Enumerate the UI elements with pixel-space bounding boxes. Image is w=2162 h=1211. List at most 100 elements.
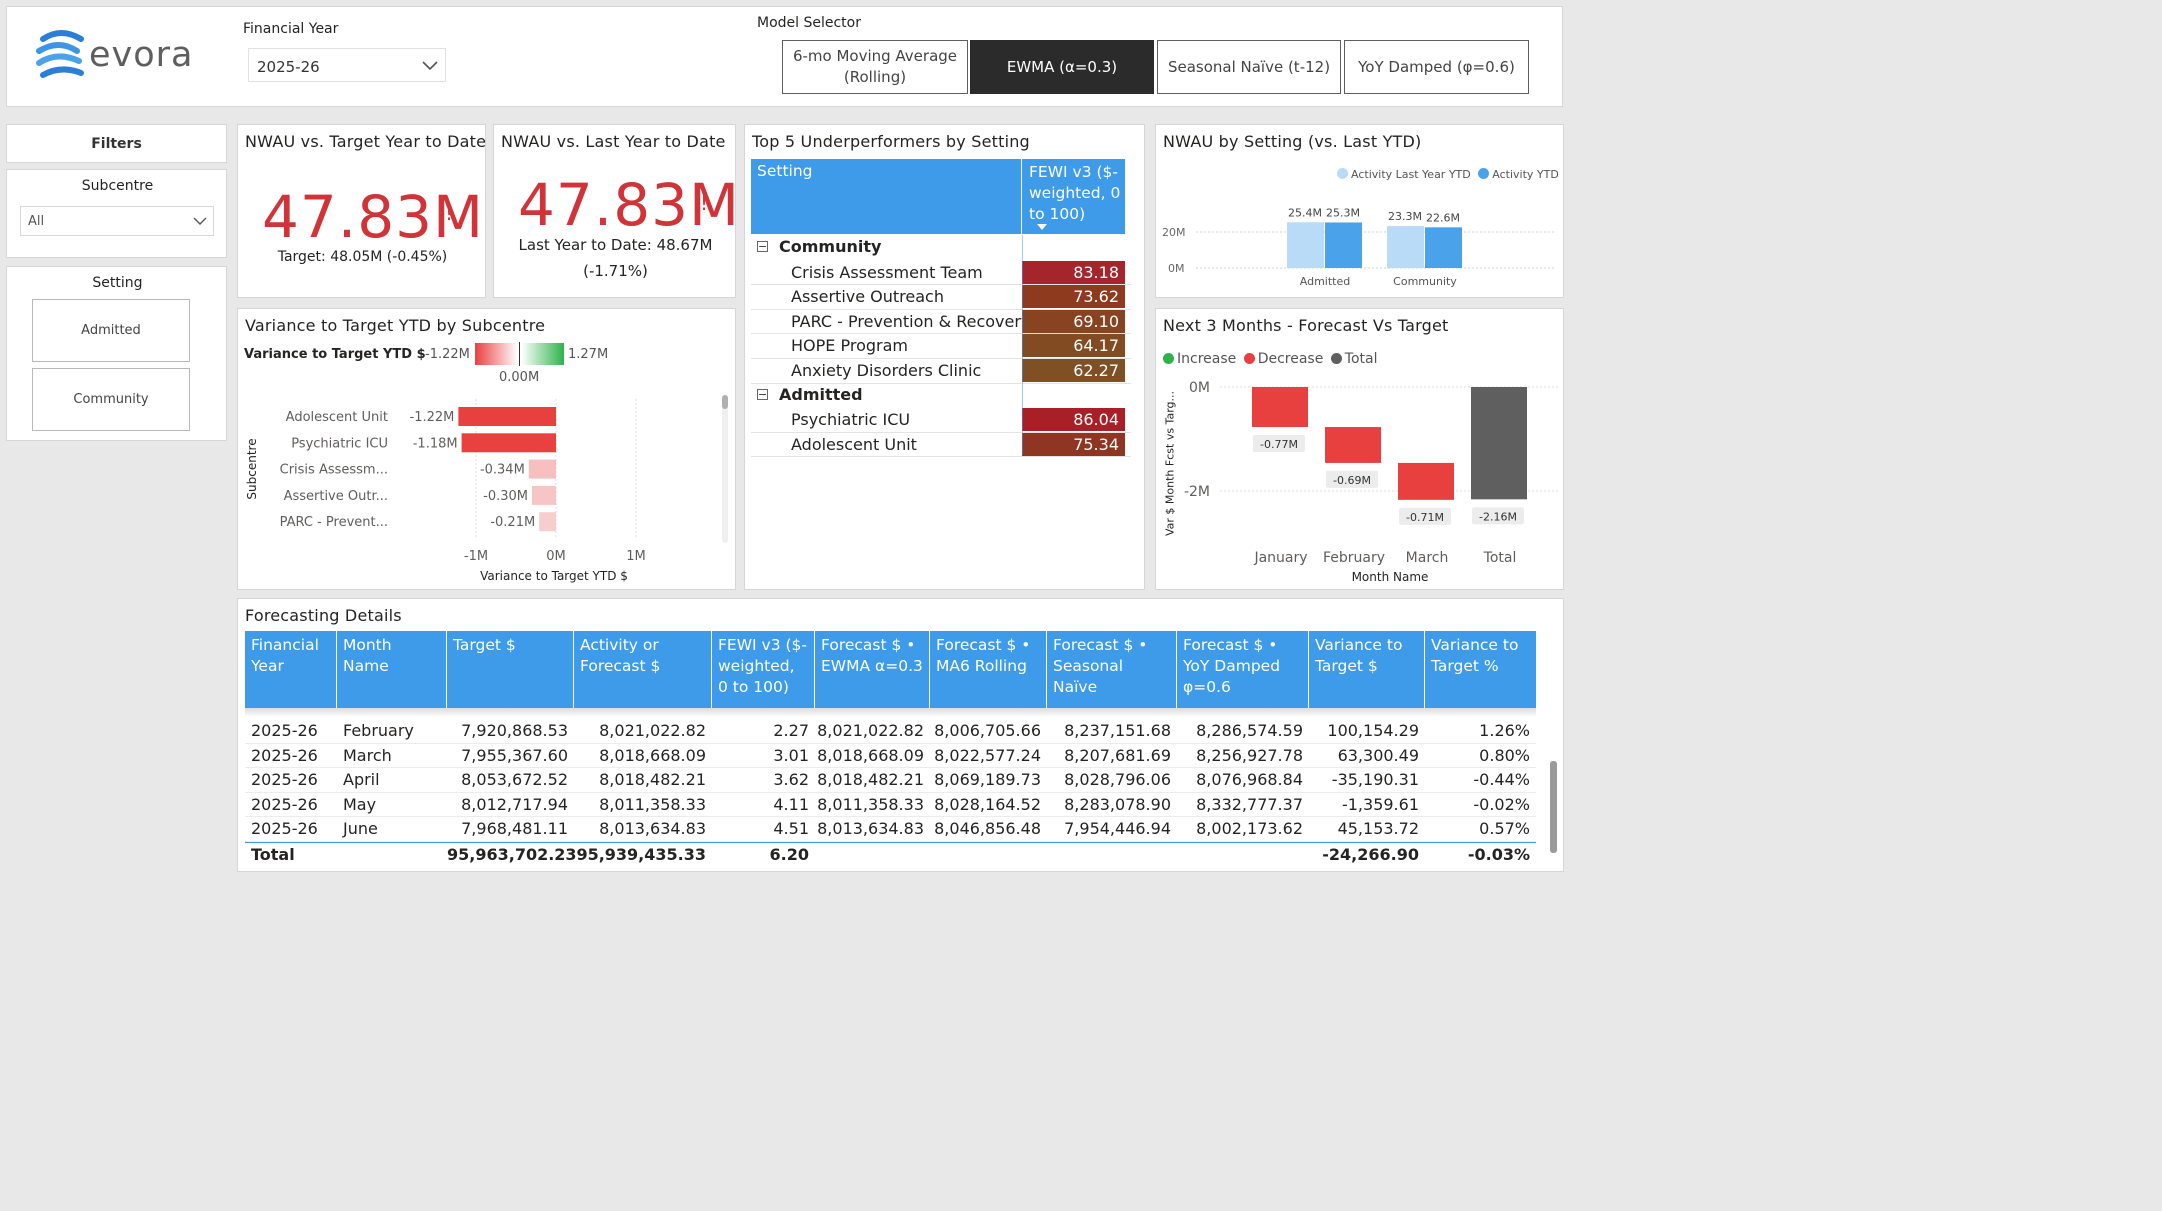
variance-scrollbar[interactable] bbox=[722, 395, 728, 543]
column-header[interactable]: Month Name bbox=[337, 631, 447, 708]
waterfall-bar[interactable] bbox=[1325, 427, 1381, 463]
model-button-seasonal-naive[interactable]: Seasonal Naïve (t-12) bbox=[1157, 40, 1341, 94]
data-label: 22.6M bbox=[1426, 211, 1460, 224]
variance-legend-mid: 0.00M bbox=[499, 370, 540, 385]
variance-bar[interactable] bbox=[458, 407, 556, 426]
matrix-row[interactable]: HOPE Program 64.17 bbox=[751, 334, 1131, 359]
table-cell: 8,046,856.48 bbox=[934, 819, 1041, 839]
nwau-bar[interactable] bbox=[1387, 226, 1424, 268]
variance-bar[interactable] bbox=[539, 512, 556, 532]
table-cell: 0.57% bbox=[1479, 819, 1530, 839]
column-header[interactable]: Forecast $ • Seasonal Naïve bbox=[1047, 631, 1177, 708]
model-button-label: YoY Damped (φ=0.6) bbox=[1358, 57, 1515, 76]
model-button-ma6[interactable]: 6-mo Moving Average (Rolling) bbox=[782, 40, 968, 94]
filters-header[interactable]: Filters bbox=[6, 124, 227, 163]
waterfall-bar[interactable] bbox=[1471, 387, 1527, 500]
variance-bar[interactable] bbox=[461, 433, 556, 453]
table-cell: February bbox=[343, 721, 414, 740]
matrix-group-label: Community bbox=[779, 237, 882, 256]
matrix-row-value: 73.62 bbox=[1022, 285, 1125, 309]
column-header[interactable]: Financial Year bbox=[245, 631, 337, 708]
setting-option-admitted[interactable]: Admitted bbox=[32, 299, 190, 362]
waterfall-bar[interactable] bbox=[1252, 387, 1308, 428]
matrix-group-community[interactable]: − Community bbox=[751, 236, 1131, 260]
table-total-row[interactable]: Total 95,963,702.23 95,939,435.33 6.20 -24,2… bbox=[245, 842, 1536, 867]
column-header[interactable]: Forecast $ • MA6 Rolling bbox=[930, 631, 1047, 708]
matrix-row[interactable]: Anxiety Disorders Clinic 62.27 bbox=[751, 359, 1131, 384]
model-button-ewma[interactable]: EWMA (α=0.3) bbox=[970, 40, 1154, 94]
waterfall-chart: 0M -2M -0.77M January -0.69M February -0.71M Ma… bbox=[1184, 380, 1558, 584]
model-button-label: Seasonal Naïve (t-12) bbox=[1167, 57, 1331, 76]
category-label: Admitted bbox=[1300, 275, 1350, 288]
table-cell: 3.62 bbox=[773, 770, 809, 790]
matrix-col-metric[interactable]: FEWI v3 ($-weighted, 0 to 100) bbox=[1029, 163, 1121, 223]
matrix-row[interactable]: Psychiatric ICU 86.04 bbox=[751, 408, 1131, 433]
variance-bar[interactable] bbox=[532, 485, 556, 505]
table-cell: 2025-26 bbox=[251, 745, 318, 765]
matrix-row[interactable]: Crisis Assessment Team 83.18 bbox=[751, 260, 1131, 286]
table-cell: 2025-26 bbox=[251, 819, 318, 839]
data-label: -0.69M bbox=[1333, 474, 1371, 487]
waterfall-legend: Increase Decrease Total bbox=[1163, 351, 1378, 367]
column-header[interactable]: FEWI v3 ($-weighted, 0 to 100) bbox=[712, 631, 815, 708]
setting-option-community[interactable]: Community bbox=[32, 368, 190, 431]
table-cell: 0.80% bbox=[1479, 745, 1530, 765]
table-cell: -0.02% bbox=[1473, 794, 1530, 814]
column-header[interactable]: Target $ bbox=[447, 631, 574, 708]
table-cell: 7,955,367.60 bbox=[461, 745, 568, 765]
column-header[interactable]: Forecast $ • YoY Damped φ=0.6 bbox=[1177, 631, 1309, 708]
table-cell: -35,190.31 bbox=[1331, 770, 1419, 790]
column-header[interactable]: Variance to Target $ bbox=[1309, 631, 1425, 708]
nwau-ytick-20m: 20M bbox=[1162, 226, 1186, 239]
column-header[interactable]: Forecast $ • EWMA α=0.3 bbox=[815, 631, 930, 708]
table-cell: 8,018,482.21 bbox=[599, 770, 706, 790]
table-cell: 8,018,668.09 bbox=[817, 745, 924, 765]
matrix-group-admitted[interactable]: − Admitted bbox=[751, 384, 1131, 408]
table-cell: 8,286,574.59 bbox=[1196, 721, 1303, 740]
table-row[interactable]: 2025-26 June 7,968,481.11 8,013,634.83 4.51 8… bbox=[245, 817, 1536, 842]
column-header[interactable]: Variance to Target % bbox=[1431, 636, 1519, 675]
table-cell: 8,076,968.84 bbox=[1196, 770, 1303, 790]
data-label: -0.71M bbox=[1406, 511, 1444, 524]
subcentre-slicer: Subcentre All bbox=[6, 169, 227, 258]
details-scrollbar[interactable] bbox=[1550, 761, 1557, 853]
nwau-setting-panel: NWAU by Setting (vs. Last YTD) Activity … bbox=[1155, 124, 1564, 298]
nwau-bar[interactable] bbox=[1425, 227, 1462, 268]
table-cell: 8,006,705.66 bbox=[934, 721, 1041, 740]
matrix-col-setting[interactable]: Setting bbox=[757, 162, 813, 180]
table-cell: 7,920,868.53 bbox=[461, 721, 568, 740]
table-cell: 8,022,577.24 bbox=[934, 745, 1041, 765]
kpi-card-last-year: NWAU vs. Last Year to Date 47.83M ! Last… bbox=[493, 124, 739, 298]
nwau-bar[interactable] bbox=[1325, 222, 1362, 268]
table-row[interactable]: 2025-26 March 7,955,367.60 8,018,668.09 3.01… bbox=[245, 744, 1536, 769]
model-button-yoy-damped[interactable]: YoY Damped (φ=0.6) bbox=[1344, 40, 1529, 94]
legend-item-decrease: Decrease bbox=[1243, 351, 1323, 367]
variance-scrollbar-thumb[interactable] bbox=[722, 395, 728, 409]
setting-option-label: Community bbox=[73, 392, 149, 407]
table-cell: 7,968,481.11 bbox=[461, 819, 568, 839]
waterfall-bar[interactable] bbox=[1398, 462, 1454, 500]
collapse-icon[interactable]: − bbox=[757, 387, 768, 401]
subcentre-dropdown[interactable]: All bbox=[20, 206, 214, 236]
table-row[interactable]: 2025-26 May 8,012,717.94 8,011,358.33 4.11 8,… bbox=[245, 793, 1536, 818]
table-cell: 2.27 bbox=[773, 721, 809, 740]
logo-icon bbox=[36, 30, 84, 78]
data-label: 25.4M bbox=[1288, 206, 1322, 219]
matrix-col-divider bbox=[1022, 235, 1023, 455]
table-cell: -1,359.61 bbox=[1341, 794, 1419, 814]
collapse-icon[interactable]: − bbox=[757, 240, 768, 253]
table-row[interactable]: 2025-26 February 7,920,868.53 8,021,022.82 2… bbox=[245, 719, 1536, 744]
data-label: 25.3M bbox=[1326, 206, 1360, 219]
variance-bar[interactable] bbox=[528, 459, 556, 479]
filters-title: Filters bbox=[91, 135, 142, 152]
column-header[interactable]: Activity or Forecast $ bbox=[574, 631, 712, 708]
table-row[interactable]: 2025-26 April 8,053,672.52 8,018,482.21 3.62… bbox=[245, 768, 1536, 793]
nwau-bar[interactable] bbox=[1287, 222, 1324, 268]
matrix-row-value: 62.27 bbox=[1022, 359, 1125, 382]
matrix-row[interactable]: Assertive Outreach 73.62 bbox=[751, 285, 1131, 310]
matrix-row[interactable]: PARC - Prevention & Recovery 69.10 bbox=[751, 309, 1131, 335]
table-cell: 8,028,164.52 bbox=[934, 794, 1041, 814]
financial-year-dropdown[interactable]: 2025-26 bbox=[248, 48, 446, 82]
matrix-row[interactable]: Adolescent Unit 75.34 bbox=[751, 432, 1131, 458]
matrix-row-value: 75.34 bbox=[1022, 432, 1125, 456]
